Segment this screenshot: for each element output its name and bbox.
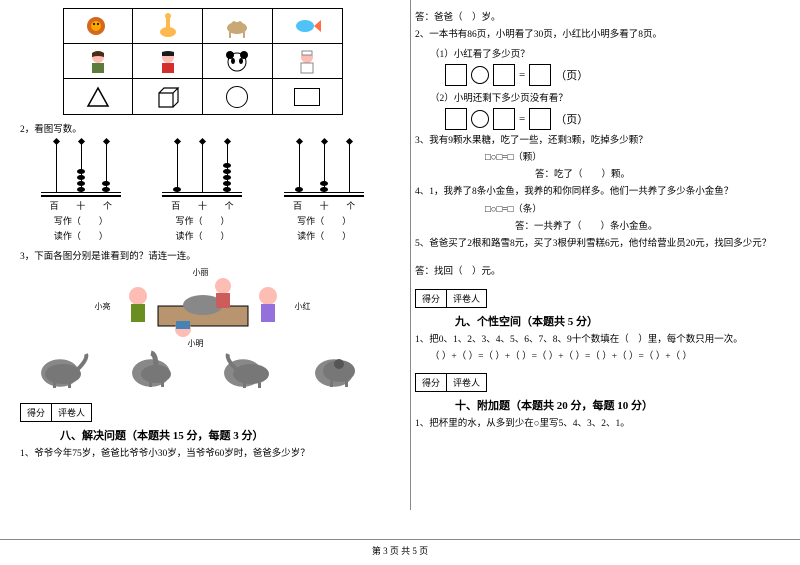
r-q5-ans: 答：找回（ ）元。 [415, 265, 780, 279]
eq-box-2: = （页） [445, 108, 780, 130]
q9-1: 1、把0、1、2、3、4、5、6、7、8、9十个数填在（ ）里，每个数只用一次。 [415, 333, 780, 347]
result-box [529, 108, 551, 130]
r-q2-2: （2）小明还剩下多少页没有看？ [430, 90, 780, 104]
r-q2: 2、一本书有86页，小明看了30页，小红比小明多看了8页。 [415, 28, 780, 42]
q10-1: 1、把杯里的水，从多到少在○里写5、4、3、2、1。 [415, 417, 780, 431]
left-column: 2，看图写数。 百十个 写作（ ） 读作（ ） 百十个 写作 [20, 8, 385, 464]
operator-circle [471, 110, 489, 128]
abacus-row: 百十个 写作（ ） 读作（ ） 百十个 写作（ ） 读作（ ） [20, 143, 385, 244]
column-divider [410, 0, 411, 510]
q9-eq: （ ）+（ ）=（ ）+（ ）=（ ）+（ ）=（ ）+（ ）=（ ）+（ ） [430, 350, 780, 364]
q8-1: 1、爷爷今年75岁，爸爸比爷爷小30岁，当爷爷60岁时，爸爸多少岁？ [20, 447, 385, 461]
section-10-title: 十、附加题（本题共 20 分，每题 10 分） [455, 397, 780, 413]
r-q4-eq: □○□=□（条） [485, 203, 780, 217]
r-q3: 3、我有9颗水果糖，吃了一些，还剩3颗，吃掉多少颗？ [415, 134, 780, 148]
dino-2 [129, 349, 184, 389]
animal-camel [203, 9, 273, 43]
q3-label: 3，下面各图分别是谁看到的？请连一连。 [20, 250, 385, 264]
score-box-8: 得分 评卷人 [20, 403, 92, 422]
dino-1 [38, 349, 93, 389]
r-q4-ans: 答：一共养了（ ）条小金鱼。 [515, 220, 780, 234]
score-box-9: 得分 评卷人 [415, 289, 487, 308]
r-q3-ans: 答：吃了（ ）颗。 [535, 168, 780, 182]
animal-panda [203, 44, 273, 78]
shape-circle [203, 79, 273, 114]
section-8-title: 八、解决问题（本题共 15 分，每题 3 分） [60, 427, 385, 443]
r-q3-eq: □○□=□（颗） [485, 151, 780, 165]
operand-box [493, 64, 515, 86]
person-3 [273, 44, 342, 78]
section-9-title: 九、个性空间（本题共 5 分） [455, 313, 780, 329]
abacus-3: 百十个 写作（ ） 读作（ ） [284, 143, 364, 244]
operator-circle [471, 66, 489, 84]
r-q5: 5、爸爸买了2根和路雪8元，买了3根伊利雪糕6元，他付给营业员20元，找回多少元… [415, 237, 780, 251]
equals: = [519, 69, 525, 81]
score-box-10: 得分 评卷人 [415, 373, 487, 392]
dino-3 [221, 349, 276, 389]
shape-rectangle [273, 79, 342, 114]
eq-box-1: = （页） [445, 64, 780, 86]
kids-scene: 小亮 小明 小丽 小红 [103, 271, 303, 341]
dino-4 [312, 349, 367, 389]
right-column: 答：爸爸（ ）岁。 2、一本书有86页，小明看了30页，小红比小明多看了8页。 … [415, 8, 780, 464]
operand-box [493, 108, 515, 130]
animal-giraffe [133, 9, 203, 43]
result-box [529, 64, 551, 86]
r-q2-1: （1）小红看了多少页？ [430, 46, 780, 60]
abacus-1: 百十个 写作（ ） 读作（ ） [41, 143, 121, 244]
operand-box [445, 64, 467, 86]
person-2 [133, 44, 203, 78]
page-footer: 第 3 页 共 5 页 [0, 539, 800, 557]
shape-triangle [64, 79, 134, 114]
ans-father: 答：爸爸（ ）岁。 [415, 11, 780, 25]
equals: = [519, 113, 525, 125]
q2-label: 2，看图写数。 [20, 123, 385, 137]
r-q4: 4、1，我养了8条小金鱼，我养的和你同样多。他们一共养了多少条小金鱼？ [415, 185, 780, 199]
picture-grid [63, 8, 343, 115]
person-1 [64, 44, 134, 78]
animal-lion [64, 9, 134, 43]
abacus-2: 百十个 写作（ ） 读作（ ） [162, 143, 242, 244]
operand-box [445, 108, 467, 130]
dinosaur-row [20, 349, 385, 389]
animal-fish [273, 9, 342, 43]
shape-cube [133, 79, 203, 114]
